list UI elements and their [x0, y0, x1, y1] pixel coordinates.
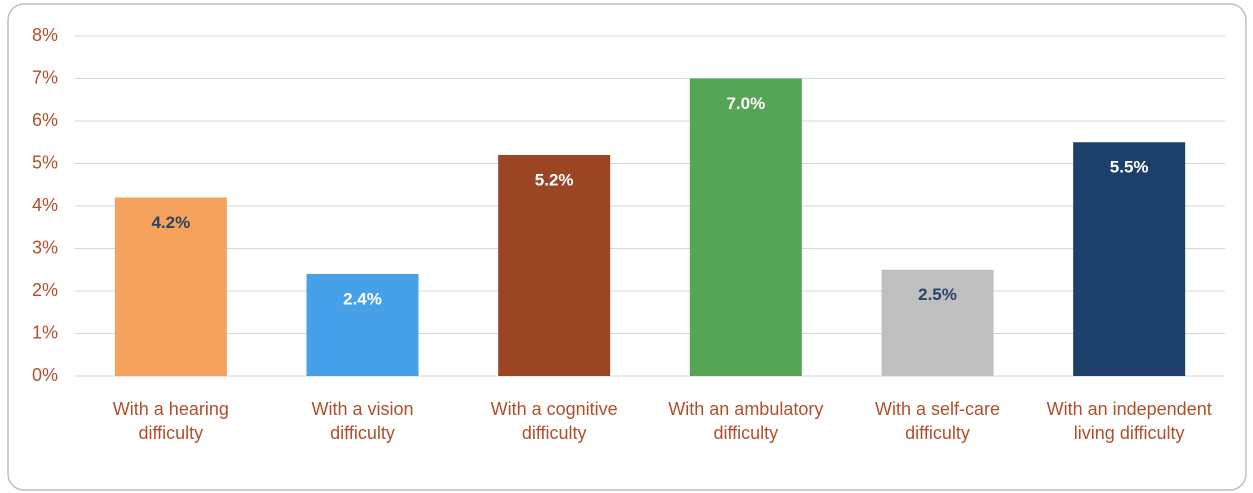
value-label: 2.5%: [918, 285, 957, 304]
y-tick-label: 8%: [32, 25, 58, 45]
value-label: 7.0%: [726, 94, 765, 113]
bar: [306, 274, 419, 376]
x-tick-label: With an ambulatory difficulty: [668, 399, 823, 443]
y-tick-label: 2%: [32, 280, 58, 300]
bar: [1073, 142, 1186, 376]
y-tick-label: 4%: [32, 195, 58, 215]
x-tick-label: With a vision difficulty: [311, 399, 413, 443]
y-tick-label: 0%: [32, 365, 58, 385]
y-tick-label: 6%: [32, 110, 58, 130]
value-label: 5.2%: [535, 170, 574, 189]
bar: [498, 155, 611, 376]
y-tick-label: 3%: [32, 237, 58, 257]
x-tick-label: With a self-care difficulty: [875, 399, 1000, 443]
bar: [114, 197, 227, 376]
y-tick-label: 5%: [32, 152, 58, 172]
x-tick-label: With a hearing difficulty: [113, 399, 229, 443]
x-tick-label: With an independent living difficulty: [1047, 399, 1212, 443]
bar: [881, 269, 994, 376]
value-label: 2.4%: [343, 289, 382, 308]
value-label: 5.5%: [1110, 158, 1149, 177]
value-label: 4.2%: [151, 213, 190, 232]
bar: [689, 78, 802, 376]
x-tick-label: With a cognitive difficulty: [491, 399, 618, 443]
y-tick-label: 7%: [32, 67, 58, 87]
y-tick-label: 1%: [32, 322, 58, 342]
